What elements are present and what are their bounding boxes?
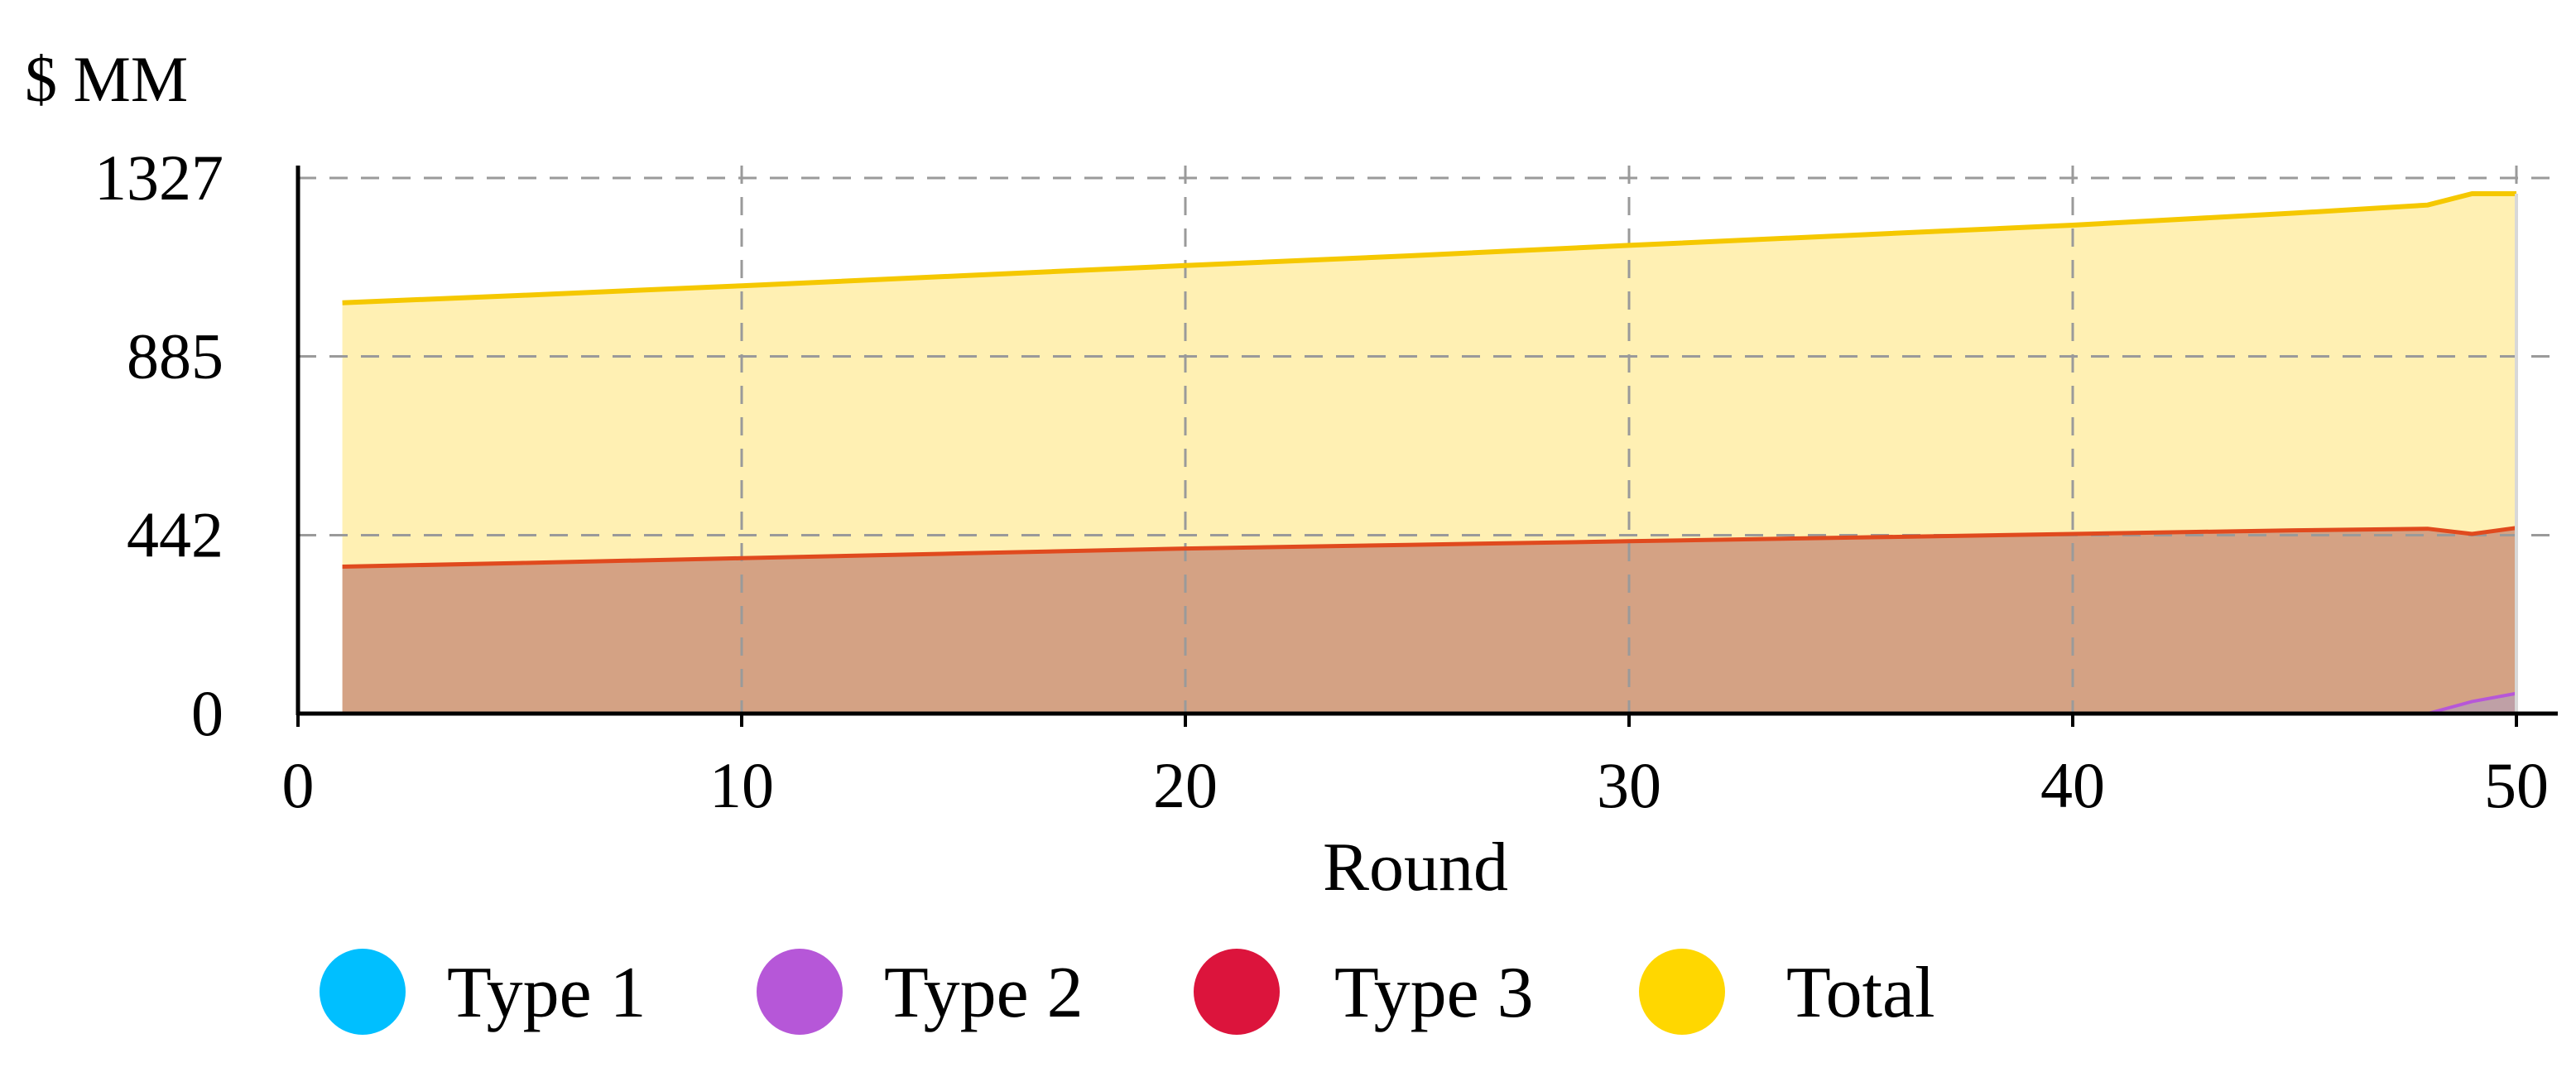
tick-labels: 0 10 20 30 40 50 0 442 885 1327: [94, 142, 2549, 821]
x-axis-title: Round: [1323, 829, 1508, 906]
x-tick-label-0: 0: [282, 749, 315, 821]
legend-label-total: Total: [1786, 953, 1935, 1033]
total-line: [342, 191, 2516, 305]
x-tick-label-10: 10: [709, 749, 774, 821]
x-tick-label-20: 20: [1153, 749, 1218, 821]
y-unit-label: $ MM: [25, 43, 188, 115]
y-tick-label-0: 0: [191, 677, 223, 749]
legend-item-total[interactable]: Total: [1639, 949, 1935, 1035]
legend-item-type-1[interactable]: Type 1: [320, 949, 646, 1035]
legend-label-type-3: Type 3: [1334, 953, 1534, 1033]
y-tick-label-442: 442: [127, 498, 223, 570]
legend-swatch-total: [1639, 949, 1725, 1035]
y-tick-label-1327: 1327: [94, 142, 223, 214]
legend-swatch-type-3: [1194, 949, 1280, 1035]
x-tick-label-50: 50: [2484, 749, 2549, 821]
type-3-area: [342, 527, 2516, 714]
type-3-line: [342, 526, 2517, 569]
area-fills: [342, 194, 2516, 714]
y-tick-label-885: 885: [127, 320, 223, 392]
x-tick-label-40: 40: [2040, 749, 2105, 821]
legend-label-type-1: Type 1: [447, 953, 646, 1033]
axes: [296, 166, 2558, 727]
legend-item-type-2[interactable]: Type 2: [757, 949, 1084, 1035]
legend-swatch-type-1: [320, 949, 406, 1035]
legend-swatch-type-2: [757, 949, 843, 1035]
legend[interactable]: Type 1 Type 2 Type 3 Total: [320, 949, 1935, 1035]
total-area: [342, 194, 2516, 567]
legend-item-type-3[interactable]: Type 3: [1194, 949, 1534, 1035]
legend-label-type-2: Type 2: [884, 953, 1084, 1033]
x-tick-label-30: 30: [1597, 749, 1661, 821]
